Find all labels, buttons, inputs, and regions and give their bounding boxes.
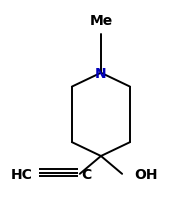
Text: N: N bbox=[95, 66, 107, 80]
Text: HC: HC bbox=[11, 167, 33, 181]
Text: OH: OH bbox=[134, 167, 158, 181]
Text: C: C bbox=[82, 167, 92, 181]
Text: Me: Me bbox=[89, 14, 113, 28]
